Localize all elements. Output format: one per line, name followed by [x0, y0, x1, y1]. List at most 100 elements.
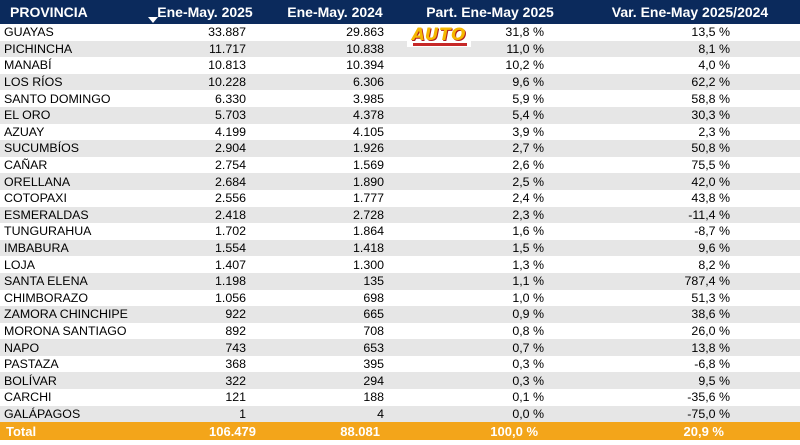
cell-variacion: 30,3 %	[691, 108, 730, 123]
cell-ene-may-2024: 294	[363, 373, 384, 388]
table-row: ESMERALDAS 2.418 2.728 2,3 % -11,4 %	[0, 206, 800, 224]
cell-provincia: GALÁPAGOS	[4, 406, 81, 421]
table-row: GALÁPAGOS 1 4 0,0 % -75,0 %	[0, 405, 800, 423]
cell-participacion: 2,6 %	[512, 158, 544, 173]
column-header-provincia[interactable]: PROVINCIA	[10, 4, 88, 20]
cell-participacion: 1,0 %	[512, 290, 544, 305]
cell-provincia: CAÑAR	[4, 158, 48, 173]
column-header-participacion[interactable]: Part. Ene-May 2025	[426, 4, 554, 20]
cell-ene-may-2024: 6.306	[352, 75, 384, 90]
cell-variacion: 13,8 %	[691, 340, 730, 355]
cell-variacion: -75,0 %	[687, 406, 730, 421]
cell-ene-may-2024: 1.890	[352, 174, 384, 189]
cell-ene-may-2025: 1.554	[214, 241, 246, 256]
cell-provincia: SUCUMBÍOS	[4, 141, 80, 156]
cell-ene-may-2025: 1.407	[214, 257, 246, 272]
cell-ene-may-2025: 1	[239, 406, 246, 421]
cell-participacion: 5,4 %	[512, 108, 544, 123]
cell-provincia: TUNGURAHUA	[4, 224, 92, 239]
cell-variacion: -11,4 %	[688, 207, 730, 222]
cell-ene-may-2024: 1.418	[352, 241, 384, 256]
cell-provincia: CHIMBORAZO	[4, 290, 88, 305]
cell-participacion: 11,0 %	[506, 41, 544, 56]
cell-ene-may-2025: 11.717	[209, 41, 246, 56]
cell-variacion: -35,6 %	[687, 390, 730, 405]
cell-ene-may-2024: 698	[363, 290, 384, 305]
cell-ene-may-2024: 708	[363, 323, 384, 338]
cell-provincia: ESMERALDAS	[4, 207, 89, 222]
table-row: MORONA SANTIAGO 892 708 0,8 % 26,0 %	[0, 322, 800, 340]
cell-provincia: BOLÍVAR	[4, 373, 57, 388]
table-row: SUCUMBÍOS 2.904 1.926 2,7 % 50,8 %	[0, 140, 800, 157]
cell-participacion: 5,9 %	[512, 91, 544, 106]
cell-ene-may-2025: 4.199	[214, 124, 246, 139]
cell-ene-may-2024: 1.864	[352, 224, 384, 239]
table-header: PROVINCIA Ene-May. 2025 Ene-May. 2024 Pa…	[0, 0, 800, 24]
cell-participacion: 10,2 %	[505, 58, 544, 73]
cell-ene-may-2025: 2.684	[214, 174, 246, 189]
table-row: ZAMORA CHINCHIPE 922 665 0,9 % 38,6 %	[0, 306, 800, 323]
cell-variacion: -8,7 %	[694, 224, 730, 239]
table-row: PASTAZA 368 395 0,3 % -6,8 %	[0, 355, 800, 373]
cell-provincia: LOS RÍOS	[4, 75, 63, 90]
cell-ene-may-2024: 395	[363, 357, 384, 372]
table-row: ORELLANA 2.684 1.890 2,5 % 42,0 %	[0, 173, 800, 190]
cell-participacion: 1,6 %	[512, 224, 544, 239]
logo-underline	[413, 43, 467, 46]
cell-variacion: 26,0 %	[691, 323, 730, 338]
cell-participacion: 0,8 %	[512, 323, 544, 338]
total-row: Total 106.479 88.081 100,0 % 20,9 %	[0, 422, 800, 441]
cell-ene-may-2025: 1.056	[214, 290, 246, 305]
table-row: BOLÍVAR 322 294 0,3 % 9,5 %	[0, 372, 800, 390]
cell-ene-may-2024: 135	[363, 274, 384, 289]
table-row: TUNGURAHUA 1.702 1.864 1,6 % -8,7 %	[0, 223, 800, 240]
table-body: GUAYAS 33.887 29.863 31,8 % 13,5 % PICHINCHA 1…	[0, 24, 800, 423]
cell-participacion: 3,9 %	[512, 124, 544, 139]
cell-variacion: 50,8 %	[691, 141, 730, 156]
cell-provincia: PASTAZA	[4, 357, 59, 372]
table-row: IMBABURA 1.554 1.418 1,5 % 9,6 %	[0, 239, 800, 257]
cell-variacion: 8,1 %	[698, 41, 730, 56]
cell-participacion: 1,1 %	[512, 274, 544, 289]
cell-participacion: 0,9 %	[512, 307, 544, 322]
cell-participacion: 2,5 %	[512, 174, 544, 189]
cell-ene-may-2025: 2.754	[214, 158, 246, 173]
cell-ene-may-2025: 892	[225, 323, 246, 338]
table-row: MANABÍ 10.813 10.394 10,2 % 4,0 %	[0, 57, 800, 74]
cell-participacion: 9,6 %	[512, 75, 544, 90]
cell-ene-may-2024: 1.300	[352, 257, 384, 272]
cell-provincia: PICHINCHA	[4, 41, 73, 56]
cell-variacion: 42,0 %	[691, 174, 730, 189]
cell-provincia: EL ORO	[4, 108, 51, 123]
cell-variacion: 9,5 %	[698, 373, 730, 388]
cell-participacion: 0,3 %	[512, 373, 544, 388]
cell-variacion: 8,2 %	[698, 257, 730, 272]
cell-participacion: 1,3 %	[512, 257, 544, 272]
cell-ene-may-2025: 10.813	[208, 58, 246, 73]
cell-variacion: 2,3 %	[698, 124, 730, 139]
cell-ene-may-2025: 10.228	[208, 75, 246, 90]
cell-variacion: 13,5 %	[691, 25, 730, 40]
cell-variacion: 38,6 %	[691, 307, 730, 322]
column-header-ene-may-2024[interactable]: Ene-May. 2024	[287, 4, 383, 20]
cell-ene-may-2025: 368	[225, 357, 246, 372]
cell-ene-may-2025: 1.702	[214, 224, 246, 239]
table-row: LOJA 1.407 1.300 1,3 % 8,2 %	[0, 256, 800, 273]
total-ene-may-2024: 88.081	[340, 423, 380, 439]
cell-ene-may-2024: 29.863	[346, 25, 384, 40]
table-row: CARCHI 121 188 0,1 % -35,6 %	[0, 389, 800, 406]
cell-provincia: GUAYAS	[4, 25, 54, 40]
total-label: Total	[6, 423, 37, 439]
column-header-variacion[interactable]: Var. Ene-May 2025/2024	[611, 4, 769, 20]
cell-ene-may-2024: 1.569	[352, 158, 384, 173]
cell-participacion: 31,8 %	[505, 25, 544, 40]
table-row: CAÑAR 2.754 1.569 2,6 % 75,5 %	[0, 156, 800, 174]
table-row: EL ORO 5.703 4.378 5,4 % 30,3 %	[0, 106, 800, 124]
column-header-ene-may-2025[interactable]: Ene-May. 2025	[140, 4, 270, 23]
cell-provincia: NAPO	[4, 340, 40, 355]
column-header-label: Ene-May. 2025	[157, 4, 253, 20]
sort-descending-icon	[148, 17, 158, 23]
cell-ene-may-2024: 1.926	[352, 141, 384, 156]
cell-ene-may-2025: 33.887	[208, 25, 246, 40]
total-ene-may-2025: 106.479	[209, 423, 256, 439]
